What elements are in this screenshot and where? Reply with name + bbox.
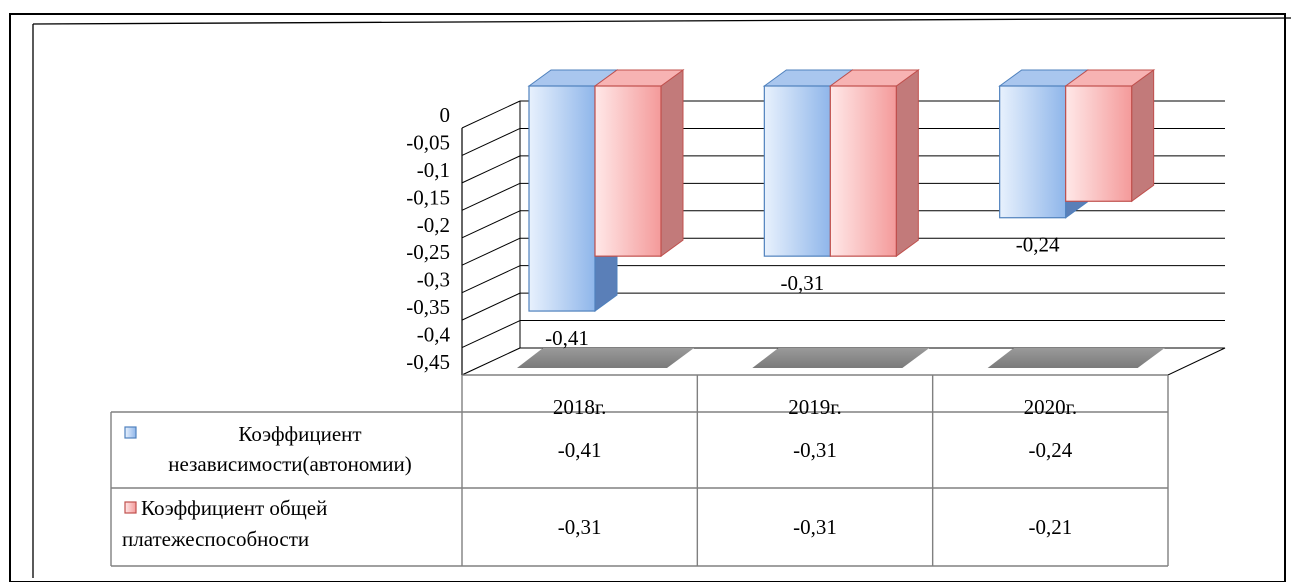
table-cell: -0,21 [1028,515,1072,539]
data-label: -0,24 [1016,233,1060,257]
floor-shadow [987,348,1165,368]
y-tick-label: 0 [440,103,451,127]
gridline-depth [461,265,521,294]
legend-key [124,426,137,439]
x-tick-label: 2018г. [553,395,607,419]
bar-side [660,69,684,258]
y-tick-label: -0,15 [406,185,450,209]
table-cell: -0,31 [793,515,837,539]
data-label: -0,41 [545,326,589,350]
y-tick-label: -0,1 [417,158,450,182]
table-cell: -0,24 [1028,438,1072,462]
y-tick-label: -0,3 [417,268,450,292]
table-cell: -0,31 [558,515,602,539]
data-label: -0,31 [780,271,824,295]
gridline-depth [461,210,521,239]
legend-label: Коэффициент [238,422,361,446]
y-tick-label: -0,35 [406,295,450,319]
y-tick-label: -0,25 [406,240,450,264]
gridline-depth [461,182,521,211]
y-tick-label: -0,2 [417,213,450,237]
gridline-depth [461,127,521,156]
legend-label: Коэффициент общей [141,496,327,520]
floor-shadow [752,348,930,368]
legend-key [124,501,137,514]
y-tick-label: -0,4 [417,323,451,347]
gridline-depth [461,320,521,349]
floor-shadow [517,348,694,368]
gridline-depth [461,292,521,321]
bar [1065,85,1133,202]
x-tick-label: 2019г. [788,395,842,419]
bar [999,85,1067,219]
bar-side [895,69,919,258]
gridline-depth [461,155,521,184]
bars [517,69,1165,368]
gridline-depth [461,100,521,129]
x-tick-label: 2020г. [1024,395,1078,419]
bar [829,85,897,257]
data-table: 2018г. 2019г. 2020г. Коэффициент независимос… [110,374,1169,567]
y-tick-label: -0,45 [406,350,450,374]
legend-label: платежеспособности [122,527,309,551]
bar-side [1131,69,1155,203]
table-cell: -0,31 [793,438,837,462]
legend-label: независимости(автономии) [168,452,411,476]
table-cell: -0,41 [558,438,602,462]
bar [594,85,662,257]
y-tick-label: -0,05 [406,130,450,154]
bar [763,85,831,257]
bar [528,85,596,312]
gridline-depth [461,237,521,266]
chart-area-top-border [32,17,1291,25]
